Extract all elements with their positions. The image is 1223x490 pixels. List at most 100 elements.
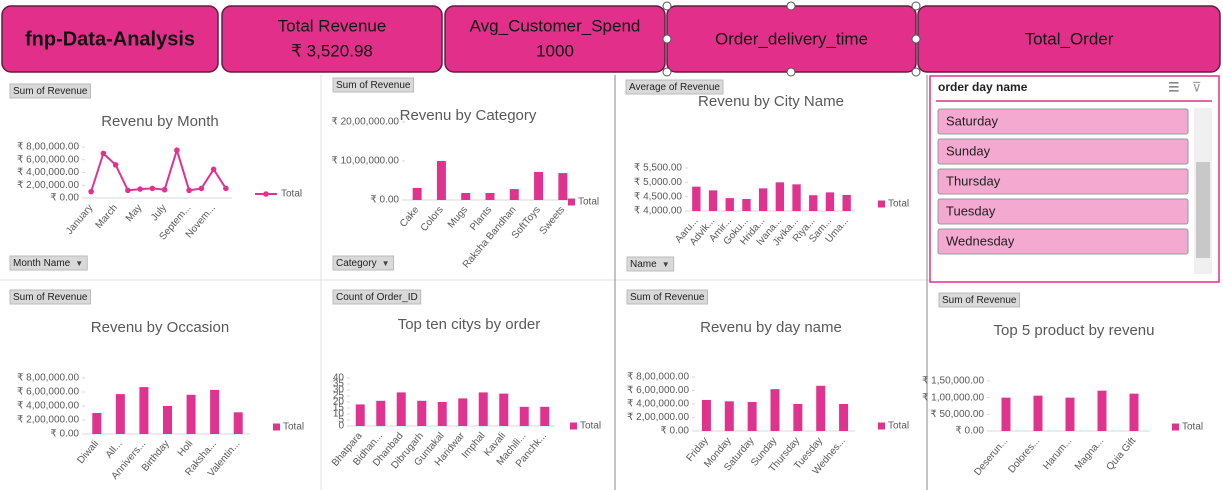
slicer-item[interactable]: [937, 228, 1189, 255]
slicer-item-label[interactable]: Tuesday: [946, 203, 996, 218]
chart-title: Revenu by City Name: [698, 93, 844, 110]
slicer-item[interactable]: [937, 138, 1189, 165]
bar: [692, 186, 701, 211]
filter-button-label[interactable]: Month Name: [13, 258, 71, 269]
legend-swatch: [878, 422, 885, 430]
y-tick-label: ₹ 10,00,000.00: [331, 156, 399, 167]
clear-filter-icon[interactable]: ⊽: [1192, 79, 1202, 94]
selection-handle[interactable]: [911, 34, 921, 44]
y-tick-label: 15: [333, 403, 345, 414]
y-tick-label: ₹ 6,00,000.00: [17, 387, 79, 398]
bar: [534, 171, 544, 200]
bar: [92, 413, 102, 434]
field-button: [625, 79, 724, 95]
bar: [210, 389, 220, 434]
y-tick-label: 5: [338, 415, 344, 426]
selection-handle[interactable]: [911, 67, 921, 77]
line-point: [223, 185, 229, 192]
bar: [540, 406, 550, 426]
dropdown-arrow[interactable]: ▼: [382, 259, 390, 268]
kpi-card: [221, 5, 443, 73]
field-button-label: Sum of Revenue: [13, 86, 88, 97]
bar: [436, 161, 446, 200]
bar: [376, 400, 386, 426]
multi-select-icon[interactable]: ☰: [1168, 79, 1180, 94]
selection-handle[interactable]: [662, 67, 672, 77]
bar: [499, 393, 509, 426]
bar: [792, 184, 801, 211]
chart-title: Top 5 product by revenu: [994, 322, 1155, 339]
bar: [742, 198, 751, 211]
slicer-item-label[interactable]: Thursday: [946, 173, 1001, 188]
selection-handle[interactable]: [786, 1, 796, 11]
slicer-item-label[interactable]: Sunday: [946, 143, 991, 158]
y-tick-label: ₹ 20,00,000.00: [331, 117, 399, 128]
slicer-item[interactable]: [937, 108, 1189, 135]
filter-button[interactable]: [626, 256, 675, 272]
selection-handle[interactable]: [662, 1, 672, 11]
kpi-title: Order_delivery_time: [715, 29, 868, 48]
slicer-item[interactable]: [937, 168, 1189, 195]
field-button: [332, 289, 422, 305]
kpi-title: Avg_Customer_Spend: [470, 16, 641, 35]
y-tick-label: ₹ 4,00,000.00: [627, 399, 689, 410]
bar: [747, 401, 757, 431]
field-button-label: Sum of Revenue: [13, 292, 88, 303]
bar: [809, 195, 818, 211]
legend-swatch: [273, 423, 280, 431]
filter-button-label[interactable]: Category: [336, 258, 377, 269]
scroll-thumb[interactable]: [1196, 162, 1210, 258]
legend-label: Total: [888, 421, 909, 432]
dropdown-arrow[interactable]: ▼: [662, 260, 670, 269]
line-point: [112, 162, 119, 168]
bar: [770, 389, 780, 431]
field-button: [332, 77, 414, 93]
y-tick-label: ₹ 6,00,000.00: [17, 154, 79, 165]
bar: [233, 412, 243, 434]
kpi-value: ₹ 3,520.98: [291, 41, 373, 60]
dropdown-arrow[interactable]: ▼: [75, 259, 83, 268]
filter-button-label[interactable]: Name: [630, 259, 657, 270]
selection-handle[interactable]: [662, 34, 672, 44]
bar: [701, 399, 711, 431]
bar: [139, 387, 149, 434]
filter-button[interactable]: [9, 255, 88, 271]
bar: [825, 192, 835, 211]
y-tick-label: ₹ 4,500.00: [634, 191, 683, 202]
y-tick-label: ₹ 5,500.00: [634, 163, 683, 174]
chart-title: Top ten citys by order: [398, 316, 541, 333]
bar: [1129, 393, 1139, 431]
y-tick-label: ₹ 4,00,000.00: [17, 401, 79, 412]
bar: [839, 404, 849, 431]
slicer-item-label[interactable]: Wednesday: [946, 233, 1015, 248]
field-button: [626, 289, 708, 305]
y-tick-label: 0: [338, 421, 344, 432]
y-tick-label: ₹ 8,00,000.00: [17, 373, 79, 384]
line-point: [137, 186, 143, 192]
legend-label: Total: [578, 197, 599, 208]
bar: [725, 198, 734, 211]
line-point: [198, 185, 205, 192]
bar: [412, 187, 422, 200]
line-point: [186, 187, 192, 194]
y-tick-label: 35: [333, 379, 345, 390]
bar: [816, 385, 826, 431]
legend-label: Total: [283, 422, 304, 433]
bar: [1001, 397, 1011, 431]
selection-handle[interactable]: [911, 1, 921, 11]
bar: [519, 406, 529, 426]
y-tick-label: ₹ 0.00: [50, 429, 79, 440]
bar: [115, 394, 125, 434]
bar: [355, 404, 365, 426]
y-tick-label: 40: [333, 373, 345, 384]
selection-handle[interactable]: [786, 67, 796, 77]
filter-button[interactable]: [332, 255, 395, 271]
slicer-item[interactable]: [937, 198, 1189, 225]
slicer-item-label[interactable]: Saturday: [946, 113, 999, 128]
field-button: [938, 292, 1020, 308]
legend-label: Total: [580, 421, 601, 432]
bar: [1097, 390, 1107, 431]
y-tick-label: 20: [333, 397, 345, 408]
legend-marker: [263, 191, 269, 197]
